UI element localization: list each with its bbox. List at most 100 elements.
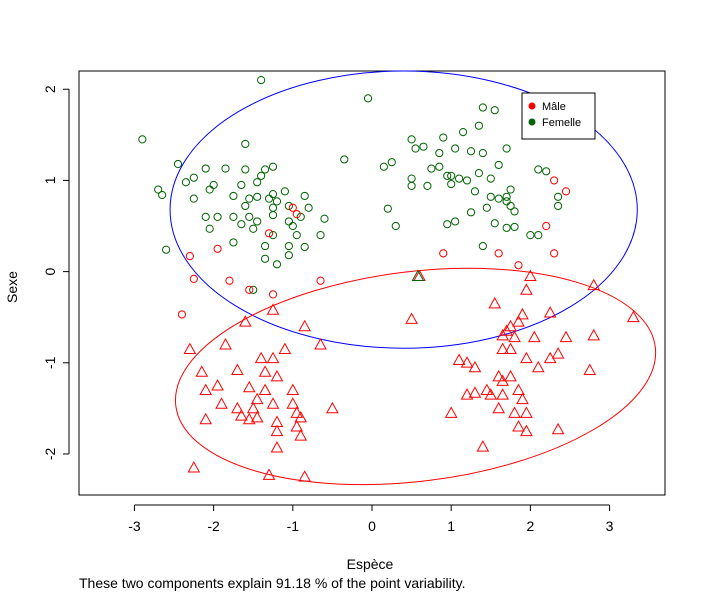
data-point-circle [189,194,198,203]
data-point-triangle [480,383,494,396]
data-point-circle [264,194,274,203]
data-point-circle [478,103,487,112]
points-layer [138,76,640,482]
data-point-circle [506,185,515,194]
data-point-triangle [512,383,525,396]
data-point-circle [447,179,456,189]
data-point-circle [451,217,460,226]
data-point-circle [506,201,515,211]
data-point-circle [260,254,270,263]
data-point-triangle [270,424,284,437]
data-point-circle [443,171,452,180]
data-point-circle [304,203,313,212]
data-point-circle [542,167,551,176]
plot-frame [78,70,666,496]
data-point-circle [245,285,254,294]
data-point-circle [466,208,476,217]
data-point-circle [249,224,258,233]
confidence-ellipse [174,267,657,486]
data-point-triangle [531,360,545,373]
data-point-triangle [524,269,537,282]
data-point-triangle [250,410,264,423]
data-point-triangle [187,461,201,473]
data-point-circle [490,219,499,228]
data-point-triangle [290,420,304,432]
data-point-triangle [199,383,213,396]
data-point-circle [284,241,293,251]
data-point-circle [245,194,254,203]
data-point-circle [221,164,230,173]
caption: These two components explain 91.18 % of … [79,575,466,591]
data-point-triangle [266,397,280,409]
data-point-circle [138,135,147,144]
data-point-circle [241,139,250,149]
data-point-circle [253,178,262,187]
data-point-circle [561,187,571,196]
y-tick-label: -2 [42,448,58,461]
confidence-ellipse [169,70,638,349]
data-point-triangle [626,310,640,323]
data-point-circle [320,214,329,223]
data-point-triangle [551,347,565,359]
data-point-circle [383,204,392,213]
data-point-circle [292,231,301,240]
data-point-triangle [258,365,272,377]
x-tick-label: 0 [368,518,376,534]
data-point-circle [458,127,468,137]
data-point-triangle [270,441,284,453]
data-point-triangle [516,392,529,405]
data-point-triangle [551,422,565,435]
data-point-circle [272,260,282,269]
data-point-triangle [504,342,517,355]
data-point-triangle [215,397,228,409]
data-point-triangle [500,324,513,336]
data-point-triangle [211,379,224,391]
data-point-circle [177,310,187,319]
x-tick-label: -1 [287,518,300,534]
x-tick-label: 3 [606,518,614,534]
data-point-circle [407,135,416,144]
data-point-circle [213,212,222,221]
data-point-triangle [504,369,517,382]
data-point-circle [268,231,278,240]
data-point-circle [407,181,416,190]
data-point-triangle [231,401,244,414]
data-point-triangle [298,319,312,332]
data-point-circle [201,164,210,173]
data-point-triangle [488,296,502,309]
data-point-circle [423,181,432,190]
legend-box [521,92,596,140]
data-point-triangle [476,440,490,452]
data-point-circle [553,192,563,201]
data-point-circle [447,171,456,180]
x-tick-label: -2 [207,518,220,534]
data-point-circle [268,162,278,171]
data-point-circle [510,207,519,216]
data-point-circle [510,222,519,232]
data-point-circle [253,192,262,201]
data-point-circle [229,212,238,221]
data-point-circle [268,203,278,212]
data-point-triangle [543,306,557,318]
y-axis-label: Sexe [4,271,20,303]
data-point-circle [478,148,487,158]
data-point-circle [387,158,396,167]
data-point-circle [260,241,270,251]
data-point-circle [253,217,262,226]
data-point-triangle [231,363,244,375]
data-point-circle [411,144,420,153]
data-point-circle [162,245,171,254]
data-point-triangle [520,283,533,295]
data-point-circle [257,76,266,85]
data-point-triangle [286,383,300,396]
data-point-triangle [512,315,525,327]
data-point-circle [316,276,325,285]
data-point-circle [435,148,444,158]
data-point-circle [249,285,258,294]
data-point-triangle [258,383,272,396]
data-point-triangle [278,342,292,355]
data-point-circle [189,274,198,283]
data-point-triangle [234,409,248,421]
data-point-circle [241,201,250,211]
